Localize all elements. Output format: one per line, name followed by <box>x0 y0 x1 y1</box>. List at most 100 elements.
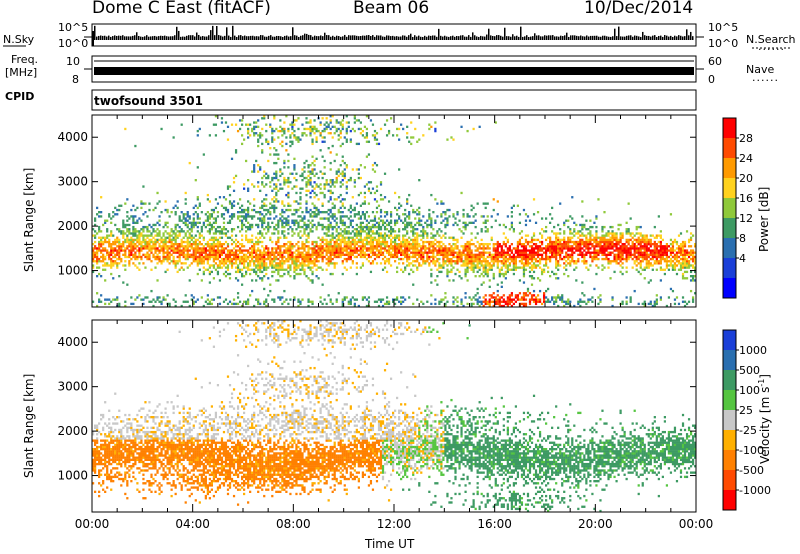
power-cell <box>591 257 594 261</box>
power-cell <box>329 211 332 214</box>
power-cell <box>404 245 407 248</box>
power-cell <box>587 268 590 271</box>
power-cell <box>498 243 501 246</box>
power-cell <box>218 196 222 199</box>
power-cell <box>240 142 244 146</box>
power-cell <box>142 247 145 250</box>
power-cell <box>134 238 137 242</box>
power-cell <box>283 159 286 163</box>
power-cell <box>138 249 141 252</box>
power-cell <box>341 230 344 233</box>
power-cell <box>355 249 358 252</box>
power-cell <box>142 302 145 306</box>
power-cell <box>345 166 348 169</box>
power-cell <box>603 249 606 252</box>
power-cell <box>361 296 364 299</box>
power-cell <box>319 253 322 256</box>
power-cell <box>569 300 572 303</box>
power-cell <box>375 142 379 146</box>
power-cell <box>253 243 256 246</box>
power-cell <box>307 277 310 280</box>
power-cell <box>283 129 286 133</box>
power-cell <box>587 251 590 254</box>
power-cell <box>434 129 437 133</box>
power-cell <box>251 170 254 173</box>
power-cell <box>526 289 530 293</box>
power-cell <box>299 215 302 218</box>
power-cell <box>116 240 119 244</box>
power-cell <box>553 247 556 250</box>
power-cell <box>269 181 272 184</box>
power-cell <box>200 225 203 229</box>
power-cell <box>333 255 336 259</box>
power-cell <box>520 253 524 256</box>
power-cell <box>251 225 254 229</box>
power-cell <box>351 253 354 256</box>
power-cell <box>494 253 497 256</box>
power-cell <box>281 134 284 137</box>
power-cell <box>253 245 256 248</box>
power-cell <box>283 268 286 271</box>
power-cell <box>196 230 199 233</box>
power-cell <box>428 264 431 267</box>
power-cell <box>240 238 244 242</box>
power-cell <box>329 179 332 182</box>
power-cell <box>194 211 197 214</box>
power-cell <box>498 255 501 259</box>
power-cell <box>571 232 574 235</box>
power-cell <box>396 234 399 237</box>
power-cell <box>186 236 189 239</box>
power-cell <box>549 249 552 252</box>
power-cell <box>327 217 330 220</box>
power-cell <box>245 159 248 163</box>
power-cell <box>204 243 207 246</box>
power-cell <box>226 249 230 252</box>
power-cell <box>345 129 348 133</box>
power-cell <box>540 234 544 237</box>
power-cell <box>486 268 489 271</box>
power-cell <box>426 225 429 229</box>
power-cell <box>371 225 375 229</box>
power-cell <box>226 230 230 233</box>
power-cell <box>323 136 326 139</box>
power-cell <box>249 294 252 297</box>
power-cell <box>490 300 493 303</box>
power-cell <box>255 125 258 128</box>
power-cell <box>289 298 292 301</box>
power-cell <box>236 268 240 271</box>
power-cell <box>200 230 203 233</box>
power-cell <box>379 253 383 256</box>
power-cell <box>428 223 431 227</box>
power-cell <box>116 228 119 231</box>
power-cell <box>277 251 280 254</box>
power-cell <box>124 238 127 242</box>
power-cell <box>178 260 181 263</box>
power-cell <box>460 253 463 256</box>
power-cell <box>563 223 566 227</box>
power-cell <box>530 236 534 239</box>
power-cell <box>422 245 425 248</box>
power-cell <box>331 232 334 235</box>
power-cell <box>524 260 528 263</box>
power-cell <box>613 236 616 239</box>
power-cell <box>291 132 294 135</box>
power-cell <box>414 245 417 248</box>
power-cell <box>287 153 290 156</box>
power-cell <box>391 249 395 252</box>
power-cell <box>369 243 373 246</box>
power-cell <box>251 247 254 250</box>
power-cell <box>100 245 103 248</box>
power-cell <box>571 257 574 261</box>
power-cell <box>482 270 485 274</box>
power-cell <box>418 221 421 224</box>
power-cell <box>583 223 586 227</box>
power-cell <box>377 228 381 231</box>
power-cell <box>138 240 141 244</box>
power-cell <box>353 247 356 250</box>
power-cell <box>245 213 248 216</box>
power-cell <box>418 179 421 182</box>
power-cell <box>339 247 342 250</box>
power-cell <box>305 159 308 163</box>
power-cell <box>476 292 479 295</box>
power-cell <box>573 304 576 308</box>
